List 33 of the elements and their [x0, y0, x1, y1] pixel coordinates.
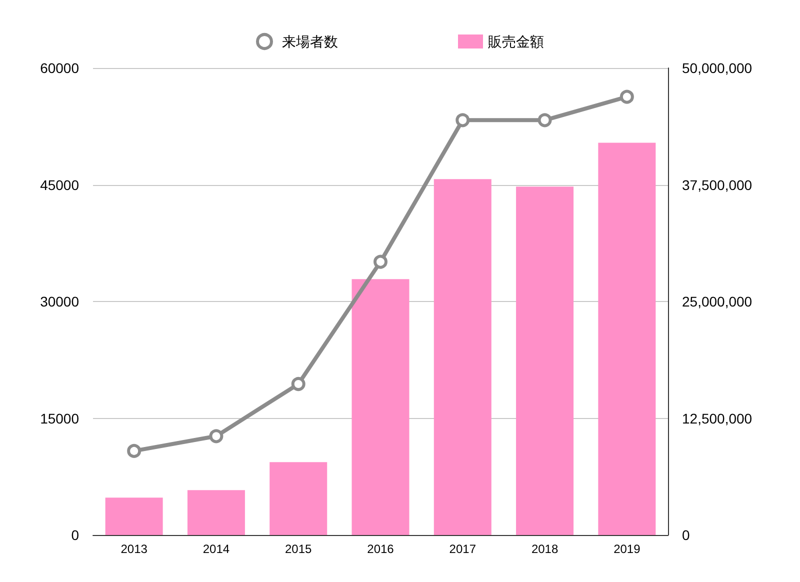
bar: [187, 490, 245, 535]
bar: [352, 279, 410, 535]
x-tick-label: 2016: [367, 542, 394, 556]
y-tick-label: 0: [71, 527, 80, 543]
point: [127, 444, 142, 458]
bar: [434, 179, 492, 535]
y2-tick-label: 0: [682, 527, 690, 543]
point: [620, 90, 634, 104]
point: [374, 254, 388, 269]
bar: [105, 498, 163, 535]
x-tick-label: 2019: [614, 542, 641, 556]
y-tick-label: 15000: [40, 410, 80, 426]
x-tick-label: 2018: [531, 542, 558, 556]
y-tick-label: 45000: [40, 176, 80, 193]
point: [209, 429, 224, 444]
legend-label: 来場者数: [282, 34, 338, 50]
y2-tick-label: 25,000,000: [682, 294, 752, 310]
x-tick-label: 2015: [285, 542, 312, 556]
x-tick-label: 2014: [202, 542, 230, 556]
y2-tick-label: 12,500,000: [682, 410, 752, 426]
x-tick-label: 2017: [449, 542, 476, 556]
bar: [598, 142, 656, 535]
y2-tick-label: 37,500,000: [682, 176, 752, 193]
y-tick-label: 30000: [40, 294, 80, 310]
point: [456, 113, 470, 128]
bar: [270, 462, 328, 535]
x-tick-label: 2013: [120, 542, 148, 556]
legend-label: 販売金額: [488, 34, 544, 50]
bar: [516, 186, 574, 535]
point: [291, 377, 306, 391]
point: [538, 113, 552, 128]
y-tick-label: 60000: [40, 60, 80, 76]
y2-tick-label: 50,000,000: [682, 60, 752, 76]
